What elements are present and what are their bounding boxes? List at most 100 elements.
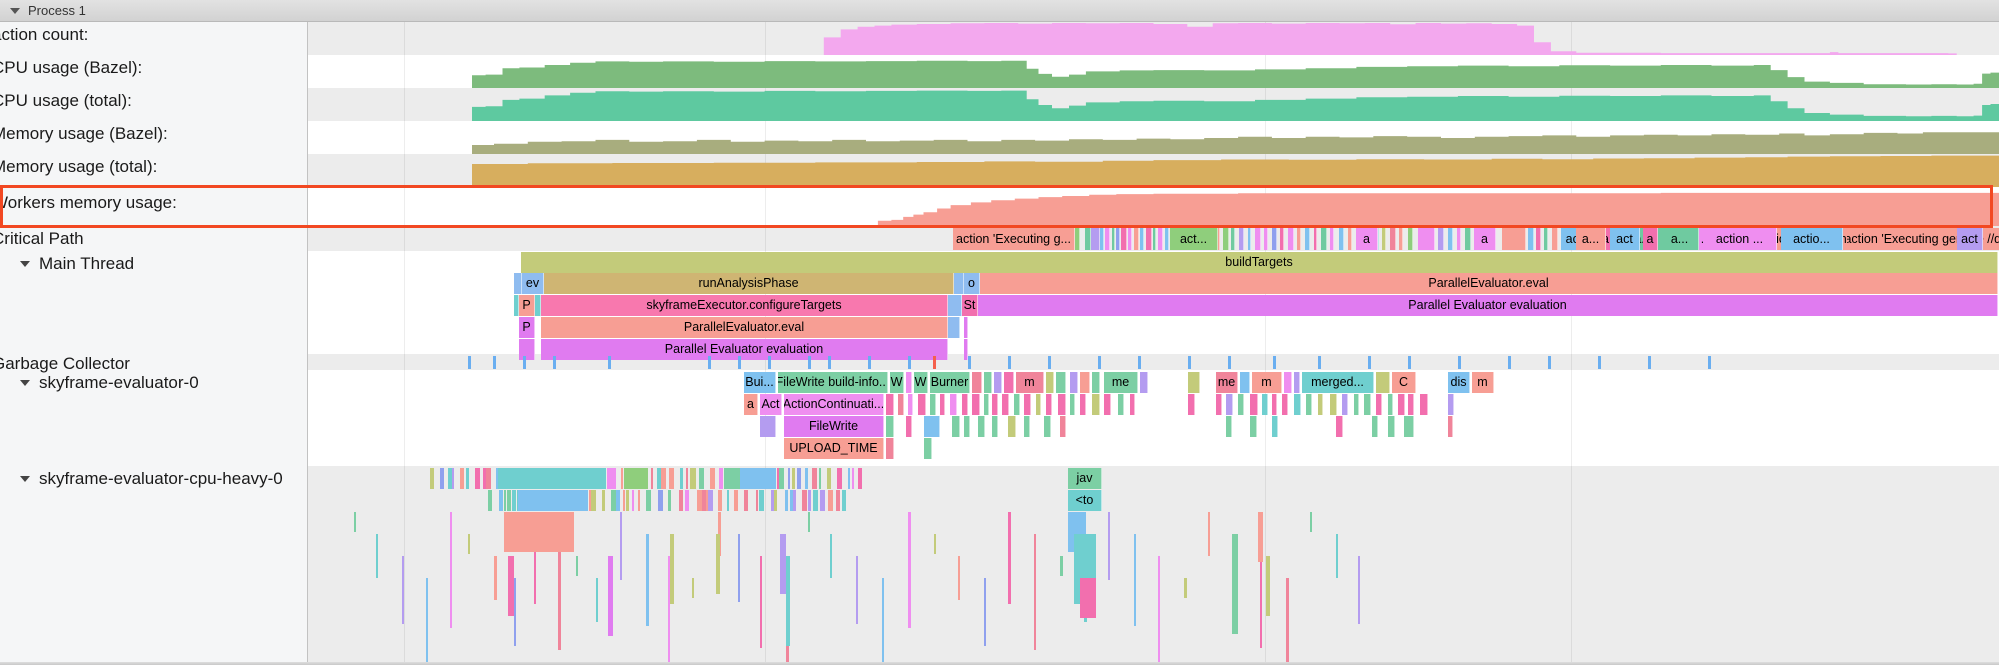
cpu-heavy-needle[interactable] xyxy=(738,534,740,602)
cpu-heavy-slice-d1[interactable] xyxy=(718,490,722,511)
skyframe-slice-d0[interactable] xyxy=(1376,372,1390,393)
cpu-heavy-slice-d0[interactable] xyxy=(498,468,606,489)
skyframe-slice-d0[interactable] xyxy=(1080,372,1090,393)
cpu-heavy-slice-d0[interactable] xyxy=(779,468,784,489)
skyframe-slice-d2[interactable] xyxy=(886,416,894,437)
cpu-heavy-slice-d1[interactable] xyxy=(813,490,818,511)
track-label-skyframe-evaluator-0[interactable]: skyframe-evaluator-0 xyxy=(0,373,308,469)
skyframe-slice-d1[interactable] xyxy=(962,394,968,415)
cpu-heavy-slice-d0[interactable] xyxy=(690,468,694,489)
critical-path-slice[interactable] xyxy=(1239,228,1244,250)
cpu-heavy-slice-d1[interactable] xyxy=(499,490,503,511)
critical-path-slice[interactable] xyxy=(1231,228,1235,250)
critical-path-slice[interactable] xyxy=(1070,228,1080,250)
cpu-heavy-needle[interactable] xyxy=(1208,512,1210,556)
cpu-heavy-needle[interactable] xyxy=(1286,578,1289,665)
critical-path-slice[interactable] xyxy=(1382,228,1386,250)
track-label-action-count[interactable]: action count: xyxy=(0,25,308,58)
skyframe-slice-d1[interactable] xyxy=(1398,394,1405,415)
cpu-heavy-needle[interactable] xyxy=(958,556,960,600)
counter-chart-memory-total[interactable] xyxy=(308,154,1999,187)
cpu-heavy-needle[interactable] xyxy=(808,512,810,532)
cpu-heavy-block[interactable] xyxy=(786,556,790,646)
skyframe-slice-d0[interactable] xyxy=(984,372,992,393)
cpu-heavy-block[interactable] xyxy=(1258,512,1263,562)
cpu-heavy-needle[interactable] xyxy=(830,534,832,578)
skyframe-slice-d2[interactable] xyxy=(1448,416,1453,437)
gc-tick[interactable] xyxy=(708,356,711,369)
critical-path-slice[interactable] xyxy=(1528,228,1534,250)
cpu-heavy-needle[interactable] xyxy=(692,578,694,598)
cpu-heavy-slice-d1[interactable] xyxy=(507,490,511,511)
skyframe-slice-d0[interactable] xyxy=(1188,372,1200,393)
cpu-heavy-block[interactable] xyxy=(608,556,613,636)
cpu-heavy-slice-d0[interactable] xyxy=(777,468,779,489)
gc-tick[interactable] xyxy=(493,356,496,369)
cpu-heavy-slice-d0[interactable] xyxy=(805,468,808,489)
skyframe-slice-d0[interactable]: me xyxy=(1104,372,1138,393)
critical-path-slice[interactable] xyxy=(1128,228,1132,250)
cpu-heavy-needle[interactable] xyxy=(534,512,536,604)
skyframe-slice-d1[interactable] xyxy=(992,394,998,415)
main-thread-slice-P[interactable]: P xyxy=(519,295,535,316)
skyframe-slice-d1[interactable] xyxy=(1330,394,1337,415)
cpu-heavy-slice-jav[interactable]: jav xyxy=(1068,468,1102,489)
main-thread-slice[interactable] xyxy=(535,295,541,316)
process-header[interactable]: Process 1 xyxy=(0,0,1999,22)
critical-path-slice[interactable] xyxy=(1390,228,1396,250)
cpu-heavy-needle[interactable] xyxy=(354,512,356,532)
skyframe-slice-d1[interactable] xyxy=(1092,394,1100,415)
cpu-heavy-slice-d1[interactable] xyxy=(820,490,825,511)
gc-tick[interactable] xyxy=(828,356,831,369)
cpu-heavy-needle[interactable] xyxy=(1158,556,1160,665)
main-thread-slice-configureTargets[interactable]: skyframeExecutor.configureTargets xyxy=(541,295,948,316)
critical-path-slice[interactable] xyxy=(1536,228,1541,250)
gc-tick[interactable] xyxy=(608,356,611,369)
gc-tick[interactable] xyxy=(1598,356,1601,369)
main-thread-slice-ParallelEvaluatorEvaluation[interactable]: Parallel Evaluator evaluation xyxy=(978,295,1998,316)
skyframe-slice-d2[interactable] xyxy=(1226,416,1232,437)
cpu-heavy-slice-d0[interactable] xyxy=(710,468,715,489)
skyframe-slice-d1[interactable] xyxy=(1118,394,1124,415)
skyframe-slice-d1[interactable] xyxy=(1014,394,1020,415)
cpu-heavy-slice-d0[interactable] xyxy=(657,468,661,489)
main-thread-slice-o[interactable]: o xyxy=(964,273,980,294)
track-label-cpu-total[interactable]: CPU usage (total): xyxy=(0,91,308,124)
cpu-heavy-needle[interactable] xyxy=(908,512,911,628)
skyframe-slice-d1[interactable] xyxy=(1188,394,1195,415)
cpu-heavy-needle[interactable] xyxy=(1310,512,1312,532)
critical-path-slice[interactable] xyxy=(1305,228,1310,250)
cpu-heavy-slice-d1[interactable] xyxy=(646,490,651,511)
cpu-heavy-slice-d0[interactable] xyxy=(740,468,776,489)
main-thread-slice[interactable] xyxy=(964,317,968,338)
critical-path-slice[interactable] xyxy=(1112,228,1115,250)
main-thread-slice-ev[interactable]: ev xyxy=(522,273,544,294)
cpu-heavy-needle[interactable] xyxy=(856,556,858,624)
gc-tick[interactable] xyxy=(808,356,811,369)
cpu-heavy-slice-d0[interactable] xyxy=(651,468,653,489)
cpu-heavy-slice-d0[interactable] xyxy=(430,468,434,489)
track-label-memory-total[interactable]: Memory usage (total): xyxy=(0,157,308,190)
critical-path-slice[interactable] xyxy=(1339,228,1344,250)
critical-path-slice[interactable] xyxy=(1255,228,1261,250)
critical-path-slice[interactable] xyxy=(1544,228,1548,250)
critical-path-slice[interactable] xyxy=(1091,228,1100,250)
gc-tick[interactable] xyxy=(1188,356,1191,369)
critical-path-slice[interactable] xyxy=(1330,228,1334,250)
triangle-down-icon[interactable] xyxy=(10,7,20,14)
skyframe-slice-d0[interactable]: FileWrite build-info... xyxy=(778,372,888,393)
gc-tick[interactable] xyxy=(523,356,526,369)
triangle-down-icon[interactable] xyxy=(20,380,30,386)
skyframe-slice-d0[interactable]: Bui... xyxy=(744,372,776,393)
cpu-heavy-slice-d0[interactable] xyxy=(496,468,498,489)
gc-tick[interactable] xyxy=(1368,356,1371,369)
skyframe-slice-d1[interactable] xyxy=(898,394,904,415)
skyframe-slice-d1[interactable] xyxy=(1080,394,1086,415)
gc-tick[interactable] xyxy=(1008,356,1011,369)
cpu-heavy-block[interactable] xyxy=(508,556,514,616)
cpu-heavy-needle[interactable] xyxy=(1134,534,1136,626)
cpu-heavy-needle[interactable] xyxy=(1184,578,1187,598)
cpu-heavy-needle[interactable] xyxy=(1108,512,1110,580)
cpu-heavy-slice-d0[interactable] xyxy=(460,468,464,489)
cpu-heavy-slice-d1[interactable] xyxy=(626,490,629,511)
